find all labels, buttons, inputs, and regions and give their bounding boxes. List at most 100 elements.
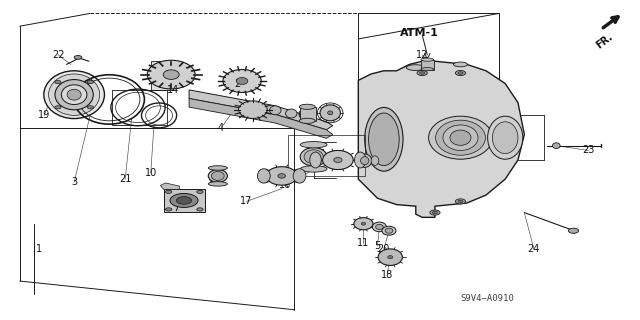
- Ellipse shape: [269, 106, 281, 115]
- Ellipse shape: [49, 74, 100, 116]
- Ellipse shape: [333, 157, 342, 163]
- Circle shape: [196, 190, 203, 194]
- Ellipse shape: [44, 71, 104, 119]
- Ellipse shape: [323, 150, 353, 170]
- Ellipse shape: [67, 89, 81, 100]
- Text: 3: 3: [71, 177, 77, 187]
- Circle shape: [74, 55, 82, 59]
- Ellipse shape: [320, 105, 340, 121]
- Ellipse shape: [278, 174, 285, 178]
- Text: 15: 15: [314, 148, 326, 159]
- Ellipse shape: [450, 130, 471, 145]
- Ellipse shape: [236, 77, 248, 84]
- Polygon shape: [151, 61, 173, 90]
- Text: 24: 24: [528, 244, 540, 254]
- Ellipse shape: [385, 228, 393, 233]
- Text: 9: 9: [355, 152, 362, 162]
- Ellipse shape: [300, 141, 327, 148]
- Circle shape: [54, 106, 61, 109]
- Text: 12: 12: [416, 50, 428, 60]
- Circle shape: [458, 72, 463, 74]
- Bar: [300, 107, 316, 121]
- Ellipse shape: [365, 108, 403, 171]
- Ellipse shape: [208, 182, 227, 186]
- Polygon shape: [164, 189, 205, 212]
- Ellipse shape: [328, 111, 333, 115]
- Ellipse shape: [163, 70, 179, 79]
- Ellipse shape: [300, 148, 327, 166]
- Ellipse shape: [360, 157, 369, 164]
- Text: 5: 5: [374, 241, 381, 251]
- Ellipse shape: [300, 166, 327, 172]
- Ellipse shape: [355, 152, 366, 168]
- Ellipse shape: [211, 172, 224, 180]
- Text: FR.: FR.: [595, 32, 615, 51]
- Text: ATM-1: ATM-1: [400, 28, 438, 37]
- Ellipse shape: [372, 222, 387, 232]
- Ellipse shape: [421, 68, 434, 71]
- Ellipse shape: [61, 85, 87, 105]
- Text: S9V4−A0910: S9V4−A0910: [461, 294, 515, 303]
- Polygon shape: [189, 90, 333, 130]
- Ellipse shape: [208, 170, 227, 182]
- Text: 20: 20: [378, 244, 390, 254]
- Ellipse shape: [371, 156, 379, 165]
- Text: 7: 7: [173, 203, 179, 213]
- Ellipse shape: [369, 113, 399, 165]
- Circle shape: [87, 80, 93, 84]
- Ellipse shape: [257, 169, 270, 183]
- Text: 19: 19: [38, 110, 51, 120]
- Text: 6: 6: [298, 110, 304, 120]
- Ellipse shape: [239, 101, 268, 118]
- Circle shape: [166, 208, 172, 211]
- Ellipse shape: [354, 218, 373, 230]
- Text: 18: 18: [381, 270, 393, 280]
- Text: 14: 14: [167, 85, 179, 95]
- Circle shape: [166, 190, 172, 194]
- Ellipse shape: [147, 60, 195, 89]
- Circle shape: [87, 106, 93, 109]
- Polygon shape: [189, 99, 333, 138]
- Circle shape: [568, 228, 579, 233]
- Circle shape: [430, 210, 440, 215]
- Ellipse shape: [454, 62, 467, 67]
- Text: 11: 11: [357, 238, 369, 248]
- Circle shape: [196, 208, 203, 211]
- Ellipse shape: [429, 116, 492, 159]
- Circle shape: [176, 197, 191, 204]
- Ellipse shape: [361, 222, 365, 225]
- Text: 22: 22: [52, 50, 65, 60]
- Ellipse shape: [406, 65, 426, 70]
- Circle shape: [456, 199, 466, 204]
- Ellipse shape: [443, 125, 478, 150]
- Ellipse shape: [300, 104, 316, 109]
- Ellipse shape: [293, 169, 306, 183]
- Ellipse shape: [376, 224, 383, 229]
- Text: 8: 8: [209, 174, 214, 184]
- Circle shape: [458, 200, 463, 203]
- Circle shape: [433, 211, 438, 214]
- Ellipse shape: [285, 109, 297, 118]
- Bar: [421, 60, 434, 69]
- Polygon shape: [358, 61, 524, 217]
- Ellipse shape: [436, 120, 485, 155]
- Ellipse shape: [378, 249, 403, 266]
- Ellipse shape: [55, 80, 93, 110]
- Ellipse shape: [358, 154, 372, 167]
- Text: 23: 23: [582, 146, 595, 156]
- Text: 2: 2: [234, 78, 240, 89]
- Ellipse shape: [266, 167, 297, 185]
- Circle shape: [417, 70, 428, 76]
- Ellipse shape: [304, 150, 323, 164]
- Circle shape: [456, 70, 466, 76]
- Ellipse shape: [552, 143, 560, 148]
- Ellipse shape: [310, 152, 321, 168]
- Text: 17: 17: [241, 196, 253, 206]
- Ellipse shape: [388, 256, 393, 259]
- Text: 16: 16: [279, 180, 291, 190]
- Text: 13: 13: [320, 110, 333, 120]
- Circle shape: [420, 72, 425, 74]
- Ellipse shape: [492, 122, 518, 154]
- Ellipse shape: [382, 226, 396, 235]
- Ellipse shape: [223, 69, 261, 92]
